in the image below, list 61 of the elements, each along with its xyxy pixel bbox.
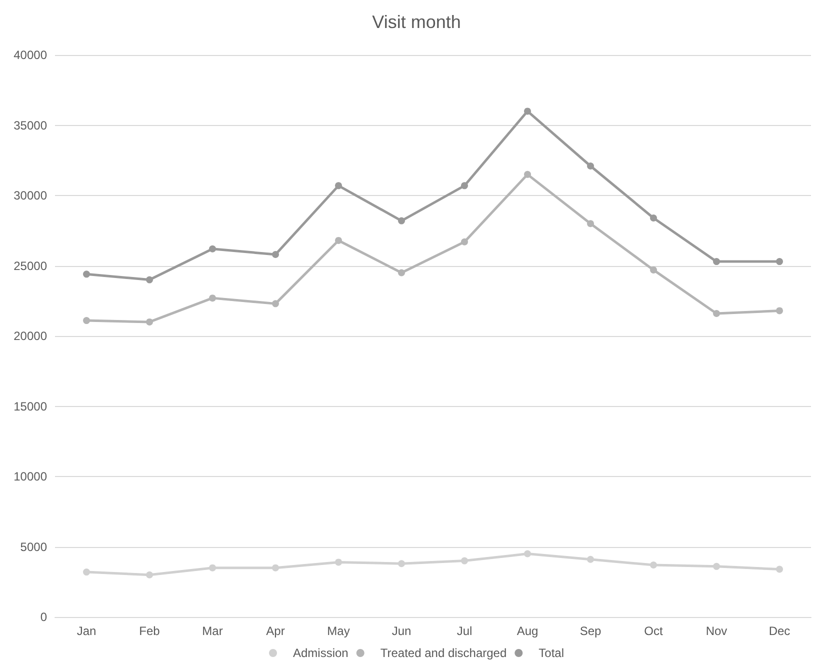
x-tick-label: Feb xyxy=(139,624,160,638)
y-tick-label: 15000 xyxy=(14,399,48,414)
x-tick-label: Aug xyxy=(516,624,538,638)
point xyxy=(524,550,531,558)
x-tick-label: Jul xyxy=(456,624,472,638)
y-tick-label: 25000 xyxy=(14,258,48,273)
x-tick-label: Apr xyxy=(266,624,285,638)
point xyxy=(461,182,468,190)
x-tick-label: Dec xyxy=(768,624,790,638)
point xyxy=(650,214,657,222)
point xyxy=(146,276,153,284)
y-tick-label: 30000 xyxy=(14,188,48,202)
point xyxy=(83,270,90,278)
point xyxy=(335,558,342,566)
point xyxy=(272,564,279,572)
point xyxy=(272,251,279,258)
x-tick-label: Mar xyxy=(202,624,223,638)
point xyxy=(713,310,720,318)
point xyxy=(146,318,153,326)
legend-label: Treated and discharged xyxy=(380,646,507,660)
point xyxy=(776,258,783,266)
x-tick-label: May xyxy=(327,624,350,638)
point xyxy=(209,294,216,302)
y-tick-label: 0 xyxy=(40,610,48,624)
point xyxy=(587,220,594,228)
point xyxy=(650,562,657,569)
point xyxy=(398,560,405,568)
point xyxy=(650,266,657,274)
point xyxy=(776,307,783,314)
point xyxy=(713,562,720,570)
point xyxy=(461,557,468,564)
y-tick-label: 5000 xyxy=(20,540,48,554)
x-tick-label: Oct xyxy=(644,624,664,638)
point xyxy=(524,108,531,115)
point xyxy=(209,564,216,572)
point xyxy=(209,245,216,252)
point xyxy=(461,238,468,246)
y-tick-label: 40000 xyxy=(14,48,48,62)
legend-label: Admission xyxy=(292,646,348,660)
point xyxy=(524,170,531,178)
x-tick-label: Jan xyxy=(76,624,96,638)
y-tick-label: 35000 xyxy=(14,118,48,132)
x-tick-label: Jun xyxy=(392,624,412,638)
point xyxy=(713,258,720,266)
point xyxy=(83,317,90,324)
y-tick-label: 10000 xyxy=(14,470,48,484)
y-tick-label: 20000 xyxy=(14,329,48,343)
x-tick-label: Nov xyxy=(706,624,728,638)
point xyxy=(776,566,783,573)
point xyxy=(335,236,342,244)
point xyxy=(83,568,90,576)
point xyxy=(272,300,279,308)
point xyxy=(398,217,405,224)
point xyxy=(587,556,594,563)
legend-label: Total xyxy=(538,646,564,660)
chart-title: Visit month xyxy=(372,12,461,32)
x-tick-label: Sep xyxy=(580,624,602,638)
point xyxy=(398,269,405,276)
point xyxy=(146,571,153,578)
point xyxy=(587,162,594,170)
point xyxy=(335,182,342,190)
